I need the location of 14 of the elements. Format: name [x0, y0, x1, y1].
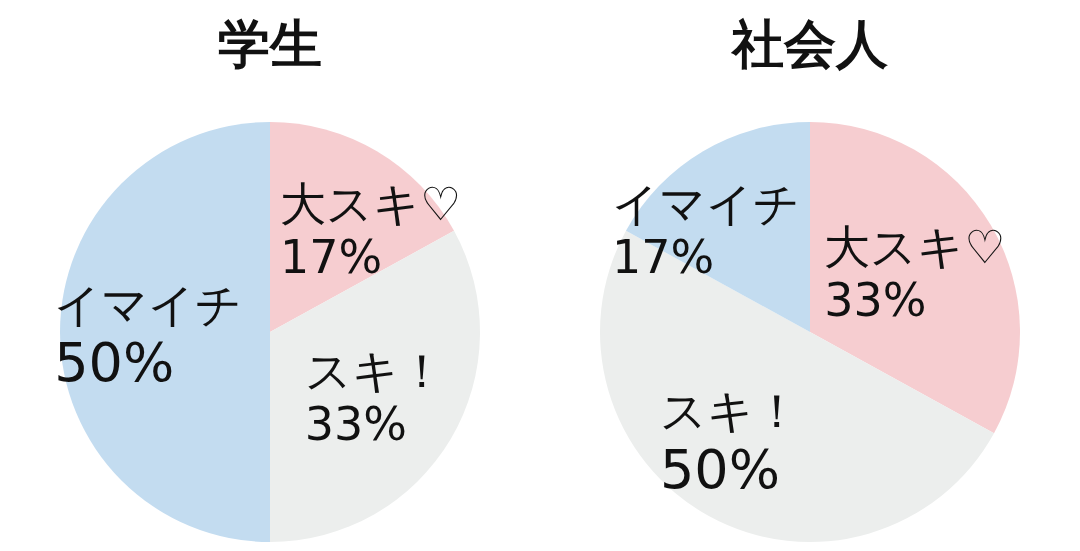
slice-label: 大スキ♡ — [280, 177, 462, 232]
data-label: 17% — [280, 230, 383, 285]
slice-label: スキ！ — [304, 344, 445, 399]
chart-title: 社会人 — [730, 14, 888, 74]
slice-label: イマイチ — [612, 177, 800, 232]
slice-label: イマイチ — [54, 277, 243, 332]
data-label: 50% — [54, 331, 175, 395]
data-label: 33% — [824, 273, 927, 327]
slice-label: スキ！ — [660, 384, 800, 439]
slice-label: 大スキ♡ — [824, 220, 1006, 275]
chart-title: 学生 — [218, 14, 322, 74]
data-label: 17% — [612, 230, 715, 285]
data-label: 50% — [660, 438, 781, 502]
data-label: 33% — [304, 397, 408, 451]
